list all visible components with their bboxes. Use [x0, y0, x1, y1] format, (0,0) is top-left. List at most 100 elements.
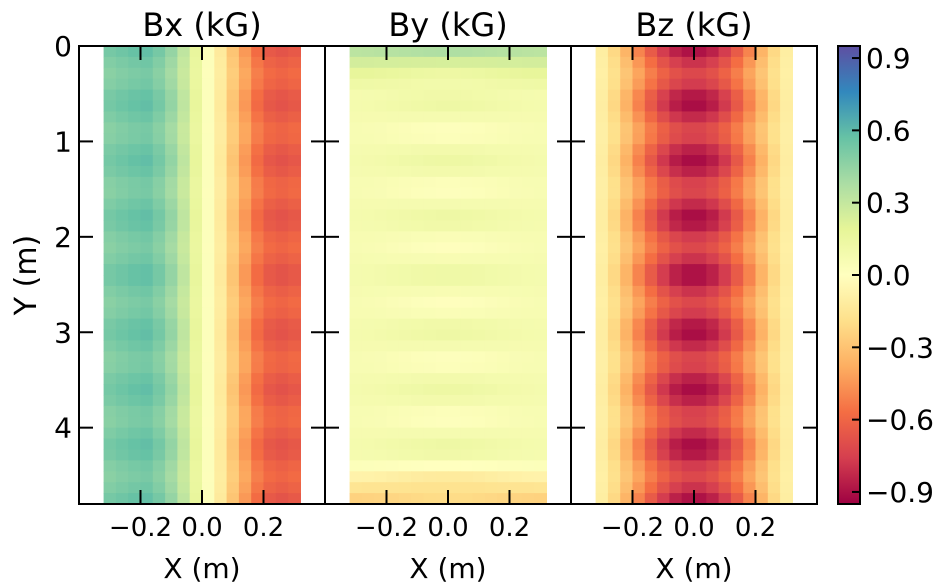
heatmap-cell — [730, 56, 744, 69]
heatmap-cell — [780, 155, 793, 167]
heatmap-cell — [607, 296, 621, 309]
heatmap-cell — [423, 242, 437, 254]
heatmap-cell — [497, 155, 511, 167]
heatmap-cell — [361, 460, 375, 472]
heatmap-cell — [202, 493, 215, 505]
heatmap-cell — [128, 285, 142, 298]
heatmap-cell — [620, 155, 634, 167]
heatmap-cell — [755, 100, 769, 113]
heatmap-cell — [165, 416, 178, 429]
heatmap-cell — [275, 405, 289, 418]
heatmap-cell — [657, 56, 670, 69]
heatmap-cell — [435, 285, 449, 298]
heatmap-cell — [718, 340, 732, 352]
heatmap-cell — [644, 438, 658, 451]
heatmap-cell — [755, 351, 769, 363]
heatmap-cell — [386, 427, 400, 440]
heatmap-cell — [484, 89, 498, 102]
heatmap-cell — [657, 275, 670, 287]
heatmap-cell — [288, 253, 301, 265]
heatmap-cell — [251, 209, 265, 222]
heatmap-bx — [103, 46, 301, 505]
heatmap-cell — [251, 449, 265, 461]
heatmap-cell — [165, 56, 178, 69]
heatmap-cell — [681, 133, 695, 145]
heatmap-cell — [435, 275, 449, 287]
heatmap-cell — [644, 133, 658, 145]
heatmap-cell — [669, 264, 683, 276]
heatmap-cell — [497, 198, 511, 211]
heatmap-cell — [202, 100, 215, 113]
heatmap-cell — [497, 296, 511, 309]
heatmap-cell — [177, 209, 191, 222]
heatmap-cell — [411, 449, 424, 461]
heatmap-cell — [226, 275, 240, 287]
heatmap-cell — [238, 78, 252, 91]
heatmap-cell — [632, 493, 646, 505]
heatmap-cell — [509, 394, 523, 407]
heatmap-cell — [718, 416, 732, 429]
heatmap-cell — [607, 133, 621, 145]
heatmap-cell — [128, 56, 142, 69]
heatmap-cell — [103, 176, 117, 189]
heatmap-cell — [263, 56, 277, 69]
heatmap-cell — [275, 318, 289, 331]
heatmap-cell — [497, 46, 511, 58]
heatmap-cell — [694, 56, 707, 69]
heatmap-cell — [263, 394, 277, 407]
heatmap-cell — [632, 67, 646, 80]
heatmap-cell — [226, 253, 240, 265]
heatmap-cell — [214, 460, 228, 472]
heatmap-cell — [767, 78, 781, 91]
heatmap-cell — [497, 362, 511, 374]
heatmap-cell — [189, 384, 203, 396]
heatmap-cell — [669, 231, 683, 243]
heatmap-cell — [423, 187, 437, 200]
heatmap-cell — [386, 46, 400, 58]
heatmap-cell — [497, 242, 511, 254]
heatmap-cell — [349, 176, 363, 189]
heatmap-cell — [644, 373, 658, 385]
heatmap-cell — [115, 220, 129, 232]
heatmap-cell — [669, 438, 683, 451]
heatmap-cell — [275, 449, 289, 461]
heatmap-cell — [497, 100, 511, 113]
heatmap-cell — [780, 100, 793, 113]
heatmap-cell — [361, 56, 375, 69]
heatmap-cell — [214, 296, 228, 309]
heatmap-cell — [730, 165, 744, 178]
heatmap-cell — [484, 493, 498, 505]
heatmap-cell — [386, 187, 400, 200]
heatmap-cell — [497, 482, 511, 494]
y-tick-label: 4 — [54, 412, 72, 445]
heatmap-cell — [694, 482, 707, 494]
heatmap-cell — [644, 449, 658, 461]
heatmap-cell — [644, 471, 658, 483]
heatmap-cell — [288, 318, 301, 331]
heatmap-cell — [140, 242, 154, 254]
heatmap-cell — [706, 78, 720, 91]
heatmap-cell — [780, 351, 793, 363]
heatmap-cell — [361, 155, 375, 167]
heatmap-cell — [128, 133, 142, 145]
heatmap-cell — [435, 438, 449, 451]
heatmap-cell — [423, 111, 437, 123]
heatmap-cell — [103, 394, 117, 407]
heatmap-cell — [681, 340, 695, 352]
heatmap-cell — [657, 449, 670, 461]
heatmap-cell — [534, 482, 547, 494]
heatmap-cell — [644, 351, 658, 363]
heatmap-cell — [534, 165, 547, 178]
heatmap-cell — [706, 100, 720, 113]
heatmap-cell — [177, 275, 191, 287]
heatmap-cell — [632, 340, 646, 352]
heatmap-cell — [767, 307, 781, 320]
heatmap-cell — [730, 253, 744, 265]
heatmap-cell — [165, 471, 178, 483]
heatmap-cell — [411, 100, 424, 113]
heatmap-cell — [275, 144, 289, 156]
heatmap-cell — [202, 198, 215, 211]
heatmap-cell — [238, 165, 252, 178]
heatmap-cell — [251, 427, 265, 440]
heatmap-cell — [128, 209, 142, 222]
